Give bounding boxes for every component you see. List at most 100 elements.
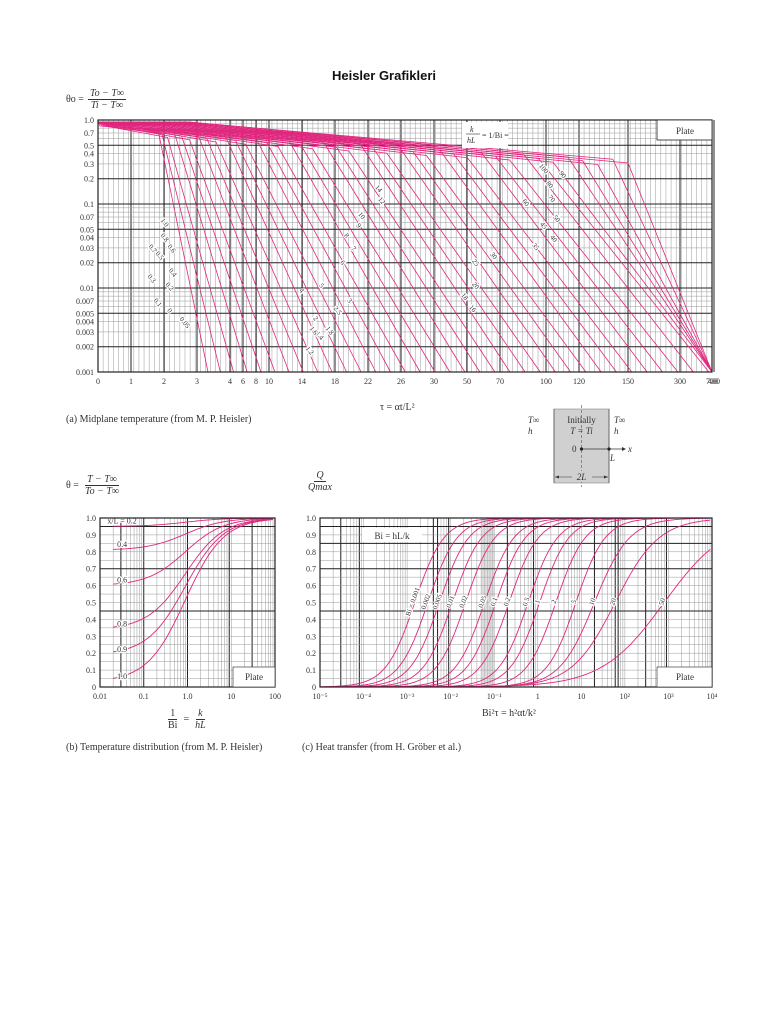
svg-text:1: 1 xyxy=(533,598,542,604)
svg-text:0.7: 0.7 xyxy=(86,565,96,574)
chart-b-caption: (b) Temperature distribution (from M. P.… xyxy=(66,742,263,753)
svg-text:3: 3 xyxy=(195,377,199,386)
svg-text:0.003: 0.003 xyxy=(76,328,94,337)
svg-text:0.4: 0.4 xyxy=(306,615,316,624)
svg-text:35: 35 xyxy=(530,241,541,252)
svg-text:3: 3 xyxy=(345,297,354,305)
svg-text:0.9: 0.9 xyxy=(86,531,96,540)
chart-a-ylabel-num: To − T∞ xyxy=(87,88,127,100)
chart-b-curve xyxy=(113,518,273,628)
svg-text:4: 4 xyxy=(297,287,306,295)
svg-text:hL: hL xyxy=(467,136,476,145)
svg-text:6: 6 xyxy=(241,377,245,386)
chart-c-heat-transfer: 0 0.1 0.2 0.3 0.4 0.5 0.6 0.7 0.8 0.9 1.0 10⁻⁵ 10⁻⁴ 1… xyxy=(306,514,718,701)
svg-text:12: 12 xyxy=(376,195,387,206)
chart-b-ylabel-den: To − T∞ xyxy=(84,486,120,497)
svg-text:14: 14 xyxy=(373,183,384,194)
svg-text:0.1: 0.1 xyxy=(152,297,164,309)
svg-text:0.004: 0.004 xyxy=(76,317,94,326)
svg-text:0.01: 0.01 xyxy=(93,692,107,701)
svg-text:100: 100 xyxy=(540,377,552,386)
svg-text:10: 10 xyxy=(577,692,585,701)
svg-text:10: 10 xyxy=(227,692,235,701)
svg-text:0.3: 0.3 xyxy=(306,632,316,641)
chart-c-ylabel: Q Qmax xyxy=(306,470,334,493)
svg-text:18: 18 xyxy=(331,377,339,386)
svg-text:50: 50 xyxy=(463,377,471,386)
svg-text:8: 8 xyxy=(342,232,351,240)
svg-text:= 1/Bi =: = 1/Bi = xyxy=(482,131,509,140)
chart-b-xlabel: 1 Bi = k hL xyxy=(168,708,206,731)
svg-text:0.7: 0.7 xyxy=(84,129,94,138)
svg-text:0.4: 0.4 xyxy=(167,267,179,279)
svg-text:14: 14 xyxy=(298,377,306,386)
svg-text:0.2: 0.2 xyxy=(86,649,96,658)
diagram-right-tinf: T∞ xyxy=(614,415,625,425)
plate-diagram: T∞ h T∞ h Initially T = Ti 0 L x 2L xyxy=(528,405,632,487)
chart-b-curve xyxy=(113,518,273,585)
svg-text:1: 1 xyxy=(129,377,133,386)
chart-b-xlabel-den1: Bi xyxy=(168,720,178,731)
chart-a-ylabel-den: Ti − T∞ xyxy=(90,100,124,111)
chart-c-ylabel-den: Qmax xyxy=(308,482,332,493)
svg-text:0.2: 0.2 xyxy=(164,281,176,293)
svg-text:700: 700 xyxy=(706,377,718,386)
document-title: Heisler Grafikleri xyxy=(331,68,437,83)
svg-text:10: 10 xyxy=(265,377,273,386)
svg-text:70: 70 xyxy=(496,377,504,386)
svg-text:0.5: 0.5 xyxy=(84,141,94,150)
svg-text:1: 1 xyxy=(536,692,540,701)
svg-text:x/L = 0.2: x/L = 0.2 xyxy=(107,516,136,525)
diagram-x: x xyxy=(627,444,632,454)
svg-text:0.1: 0.1 xyxy=(139,692,149,701)
chart-c-plate-label: Plate xyxy=(676,672,694,682)
svg-text:0.02: 0.02 xyxy=(80,259,94,268)
svg-text:1.0: 1.0 xyxy=(159,217,171,229)
svg-text:0.5: 0.5 xyxy=(86,599,96,608)
svg-text:k: k xyxy=(470,125,474,134)
svg-text:120: 120 xyxy=(573,377,585,386)
chart-a-ylabel-fraction: To − T∞ Ti − T∞ xyxy=(87,88,127,111)
svg-text:0.9: 0.9 xyxy=(306,531,316,540)
svg-text:400: 400 xyxy=(708,377,720,386)
svg-text:10⁻³: 10⁻³ xyxy=(400,692,415,701)
svg-text:0.5: 0.5 xyxy=(306,599,316,608)
svg-text:1.0: 1.0 xyxy=(86,514,96,523)
svg-text:1.0: 1.0 xyxy=(183,692,193,701)
svg-text:20: 20 xyxy=(470,280,481,291)
svg-text:10²: 10² xyxy=(620,692,631,701)
svg-text:0.04: 0.04 xyxy=(80,233,94,242)
chart-c-ylabel-num: Q xyxy=(314,470,326,482)
svg-text:26: 26 xyxy=(397,377,405,386)
svg-text:7: 7 xyxy=(349,245,358,253)
svg-text:1.0: 1.0 xyxy=(117,672,127,681)
svg-text:0.6: 0.6 xyxy=(117,576,127,585)
diagram-right-h: h xyxy=(614,426,619,436)
svg-text:0.8: 0.8 xyxy=(306,548,316,557)
svg-text:5: 5 xyxy=(317,282,326,290)
svg-text:10⁻⁴: 10⁻⁴ xyxy=(356,692,371,701)
chart-b-ylabel-num: T − T∞ xyxy=(85,474,119,486)
chart-b-curve xyxy=(113,519,273,679)
chart-b-curve xyxy=(113,517,273,550)
svg-text:0.1: 0.1 xyxy=(306,666,316,675)
diagram-origin: 0 xyxy=(572,444,577,454)
chart-b-ylabel-fraction: T − T∞ To − T∞ xyxy=(83,474,121,497)
svg-text:0.3: 0.3 xyxy=(84,160,94,169)
diagram-t-equals-ti: T = Ti xyxy=(570,426,593,436)
svg-text:300: 300 xyxy=(674,377,686,386)
svg-text:0.4: 0.4 xyxy=(117,540,127,549)
chart-a-caption: (a) Midplane temperature (from M. P. Hei… xyxy=(66,414,252,425)
diagram-left-h: h xyxy=(528,426,533,436)
diagram-2L: 2L xyxy=(577,472,587,482)
svg-text:0.002: 0.002 xyxy=(76,343,94,352)
svg-text:6: 6 xyxy=(338,259,347,267)
chart-c-xlabel: Bi²τ = h²αt/k² xyxy=(482,708,536,719)
svg-text:0.07: 0.07 xyxy=(80,213,94,222)
diagram-left-tinf: T∞ xyxy=(528,415,539,425)
svg-text:5: 5 xyxy=(570,598,579,604)
svg-text:0.3: 0.3 xyxy=(146,273,158,285)
svg-text:8: 8 xyxy=(254,377,258,386)
svg-text:2: 2 xyxy=(550,598,559,604)
